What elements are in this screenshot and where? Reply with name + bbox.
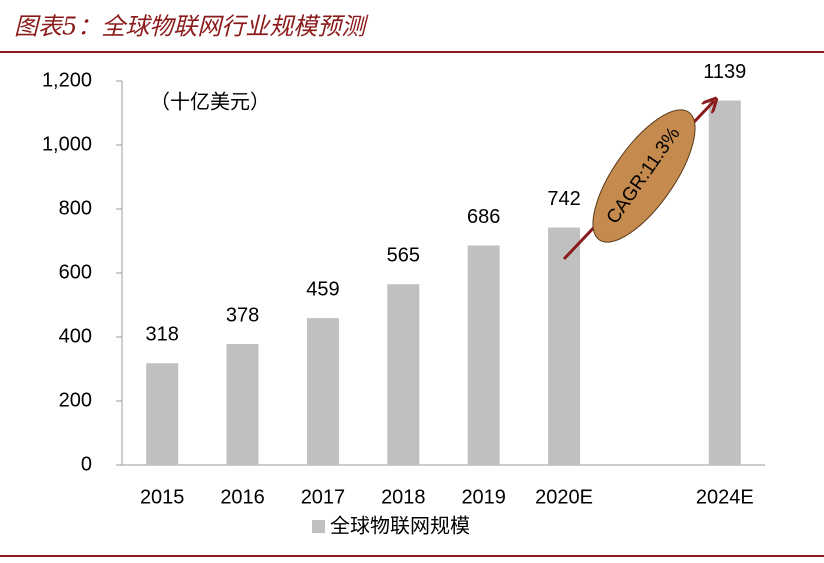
y-tick-label: 0 <box>81 453 92 475</box>
y-tick-label: 200 <box>59 389 92 411</box>
y-tick-label: 800 <box>59 197 92 219</box>
y-tick-label: 400 <box>59 325 92 347</box>
x-tick-label: 2015 <box>140 486 185 508</box>
value-label: 378 <box>226 304 259 326</box>
value-label: 318 <box>146 324 179 346</box>
x-tick-label: 2016 <box>220 486 265 508</box>
x-tick-label: 2020E <box>535 486 593 508</box>
value-label: 459 <box>306 278 339 300</box>
y-tick-label: 600 <box>59 261 92 283</box>
cagr-annotation: CAGR:11.3% <box>562 95 714 261</box>
chart-title: 图表5：全球物联网行业规模预测 <box>14 13 369 41</box>
cagr-ellipse <box>592 109 696 243</box>
legend-swatch <box>312 520 325 533</box>
value-label: 686 <box>467 206 500 228</box>
y-tick-label: 1,000 <box>42 133 92 155</box>
bar <box>306 318 339 465</box>
bar <box>146 363 179 465</box>
x-tick-label: 2018 <box>381 486 426 508</box>
x-tick-label: 2024E <box>696 486 754 508</box>
bar <box>708 100 741 466</box>
value-label: 565 <box>387 244 420 266</box>
bar <box>226 344 259 465</box>
legend-label: 全球物联网规模 <box>330 514 470 538</box>
plot-area: 0 200 400 600 800 1,000 1,200 2015 2016 2017 2018 2… <box>42 61 765 538</box>
bar <box>548 227 581 465</box>
bar <box>467 245 500 465</box>
bar <box>387 284 420 465</box>
value-label: 742 <box>547 188 580 210</box>
y-tick-label: 1,200 <box>42 69 92 91</box>
value-label: 1139 <box>703 61 746 83</box>
unit-label: （十亿美元） <box>150 90 270 114</box>
x-tick-label: 2017 <box>301 486 346 508</box>
x-tick-label: 2019 <box>461 486 506 508</box>
